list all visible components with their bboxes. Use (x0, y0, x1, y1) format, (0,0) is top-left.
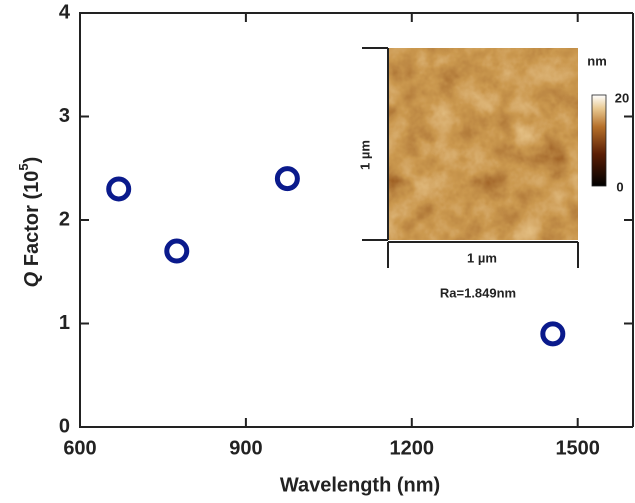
scale-label: 1 µm (467, 250, 497, 265)
y-tick-label: 2 (59, 208, 70, 230)
x-tick-label: 900 (229, 437, 262, 459)
data-point (167, 241, 187, 261)
y-tick-label: 3 (59, 105, 70, 127)
y-label-part: 5 (16, 163, 31, 170)
data-point (109, 179, 129, 199)
colorbar-unit: nm (587, 53, 607, 68)
scale-label: 1 µm (357, 140, 372, 170)
colorbar (592, 95, 606, 186)
y-tick-label: 0 (59, 415, 70, 437)
colorbar-min: 0 (616, 179, 623, 194)
x-tick-label: 1500 (555, 437, 600, 459)
y-label-part: Q (21, 271, 43, 287)
afm-image (388, 48, 578, 240)
y-label-part: Factor (10 (21, 171, 43, 272)
x-tick-label: 600 (63, 437, 96, 459)
colorbar-max: 20 (615, 90, 629, 105)
x-tick-label: 1200 (390, 437, 435, 459)
y-tick-label: 4 (59, 1, 71, 23)
y-label-part: ) (21, 157, 43, 164)
data-point (277, 169, 297, 189)
y-axis-label: Q Factor (105) (16, 157, 43, 288)
x-axis-label: Wavelength (nm) (280, 474, 440, 496)
y-tick-label: 1 (59, 312, 70, 334)
inset: nm 20 0 1 µm 1 µm Ra=1.849nm (357, 48, 629, 300)
chart: 600 900 1200 1500 0 1 2 3 4 nm 20 0 1 µm 1 µm Ra… (0, 0, 635, 503)
annotation: Ra=1.849nm (440, 285, 516, 300)
data-point (543, 324, 563, 344)
